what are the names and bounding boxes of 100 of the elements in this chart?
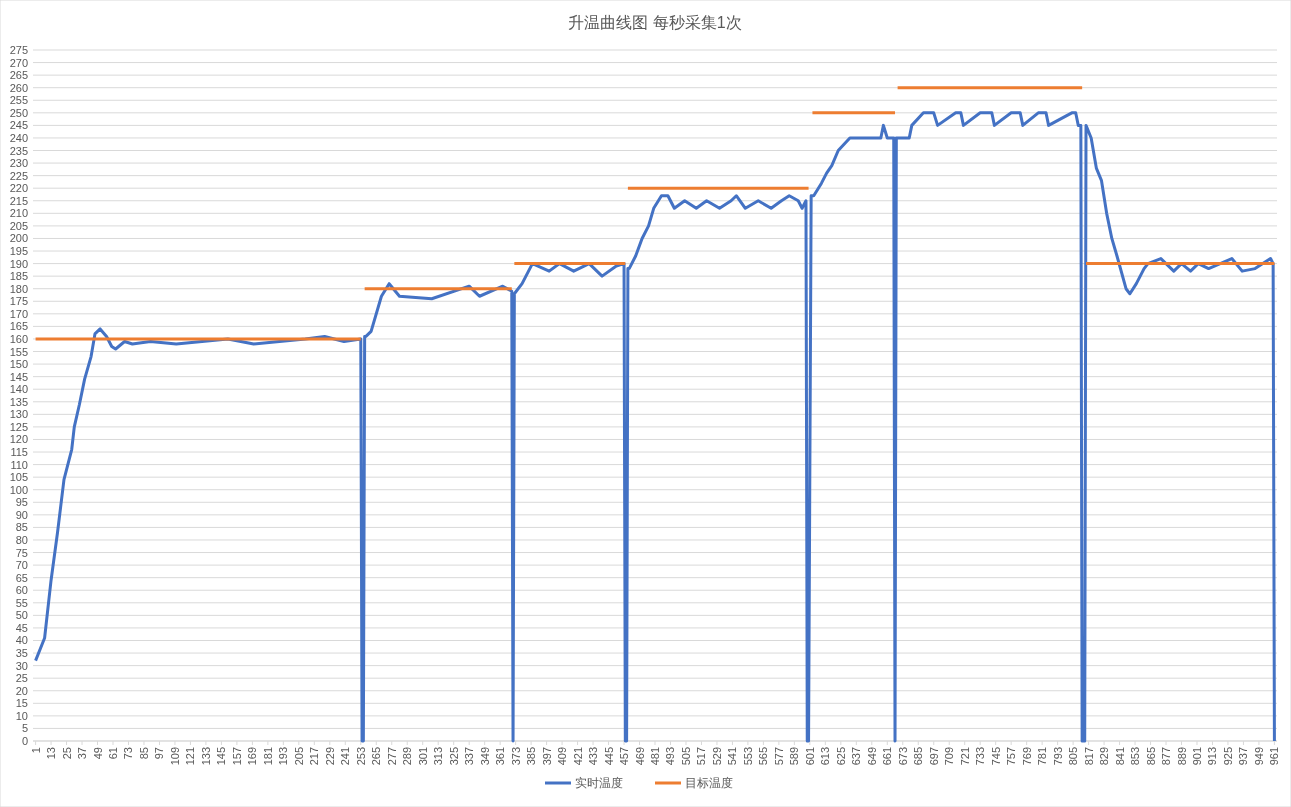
x-tick-label: 913: [1206, 747, 1219, 766]
x-tick-label: 385: [525, 747, 538, 766]
x-tick-label: 553: [741, 747, 754, 766]
x-tick-label: 853: [1129, 747, 1142, 766]
x-tick-label: 469: [633, 747, 646, 766]
x-tick-label: 133: [199, 747, 212, 766]
x-tick-label: 253: [354, 747, 367, 766]
y-tick-label: 80: [15, 533, 28, 546]
x-tick-label: 229: [323, 747, 336, 766]
y-tick-label: 90: [15, 508, 28, 521]
x-tick-label: 793: [1051, 747, 1064, 766]
x-tick-label: 673: [896, 747, 909, 766]
y-tick-label: 195: [9, 245, 28, 258]
y-tick-label: 140: [9, 383, 28, 396]
x-tick-label: 949: [1252, 747, 1265, 766]
y-tick-label: 35: [15, 647, 28, 660]
x-tick-label: 937: [1237, 747, 1250, 766]
x-tick-label: 1: [29, 747, 42, 754]
y-tick-label: 45: [15, 621, 28, 634]
y-tick-label: 225: [9, 169, 28, 182]
y-tick-label: 85: [15, 521, 28, 534]
y-tick-label: 260: [9, 81, 28, 94]
x-tick-label: 169: [246, 747, 259, 766]
x-tick-label: 625: [834, 747, 847, 766]
y-tick-label: 55: [15, 596, 28, 609]
x-tick-label: 13: [45, 747, 58, 760]
y-tick-label: 220: [9, 182, 28, 195]
x-tick-label: 637: [850, 747, 863, 766]
y-tick-label: 50: [15, 609, 28, 622]
x-tick-label: 265: [370, 747, 383, 766]
x-tick-label: 421: [571, 747, 584, 766]
x-tick-label: 877: [1160, 747, 1173, 766]
x-tick-label: 769: [1020, 747, 1033, 766]
y-tick-label: 30: [15, 659, 28, 672]
y-tick-label: 25: [15, 672, 28, 685]
x-tick-label: 61: [107, 747, 120, 760]
x-tick-label: 289: [401, 747, 414, 766]
y-tick-label: 165: [9, 320, 28, 333]
y-tick-label: 230: [9, 157, 28, 170]
x-tick-label: 889: [1175, 747, 1188, 766]
x-tick-label: 577: [772, 747, 785, 766]
x-tick-label: 529: [710, 747, 723, 766]
y-tick-label: 40: [15, 634, 28, 647]
x-tick-label: 685: [912, 747, 925, 766]
y-tick-label: 115: [10, 446, 28, 459]
x-tick-label: 829: [1098, 747, 1111, 766]
x-tick-label: 565: [757, 747, 770, 766]
y-tick-label: 210: [9, 207, 28, 220]
y-tick-label: 170: [9, 307, 28, 320]
x-tick-label: 49: [91, 747, 104, 760]
chart-title: 升温曲线图 每秒采集1次: [568, 14, 742, 31]
y-tick-label: 245: [9, 119, 28, 132]
x-tick-label: 457: [618, 747, 631, 766]
y-tick-label: 215: [9, 194, 28, 207]
x-tick-label: 601: [803, 747, 816, 766]
y-tick-label: 130: [9, 408, 28, 421]
y-tick-label: 190: [9, 257, 28, 270]
x-tick-label: 37: [76, 747, 89, 760]
x-tick-label: 817: [1082, 747, 1095, 766]
x-tick-label: 109: [168, 747, 181, 766]
y-tick-label: 120: [9, 433, 28, 446]
x-tick-label: 805: [1067, 747, 1080, 766]
x-tick-label: 85: [137, 747, 150, 760]
x-tick-label: 697: [927, 747, 940, 766]
y-tick-label: 265: [9, 69, 28, 82]
x-tick-label: 517: [695, 747, 708, 766]
x-tick-label: 349: [478, 747, 491, 766]
x-tick-label: 325: [447, 747, 460, 766]
x-tick-label: 721: [958, 747, 971, 766]
y-tick-label: 65: [15, 571, 28, 584]
x-tick-label: 217: [308, 747, 321, 766]
x-tick-label: 25: [60, 747, 73, 760]
legend-label: 实时温度: [575, 776, 623, 790]
x-tick-label: 589: [788, 747, 801, 766]
y-tick-label: 5: [21, 722, 28, 735]
y-tick-label: 100: [9, 483, 28, 496]
y-tick-label: 75: [15, 546, 28, 559]
x-tick-label: 361: [494, 747, 507, 766]
x-tick-label: 157: [230, 747, 243, 766]
x-tick-label: 961: [1268, 747, 1281, 766]
y-tick-label: 205: [9, 219, 28, 232]
x-tick-label: 745: [989, 747, 1002, 766]
y-tick-label: 15: [15, 697, 28, 710]
y-tick-label: 0: [21, 735, 28, 747]
y-tick-label: 155: [9, 345, 28, 358]
x-tick-label: 901: [1190, 747, 1203, 766]
x-tick-label: 409: [556, 747, 569, 766]
x-tick-label: 613: [819, 747, 832, 766]
x-tick-label: 73: [122, 747, 135, 760]
y-tick-label: 175: [9, 295, 28, 308]
y-tick-label: 160: [9, 332, 28, 345]
x-tick-label: 97: [153, 747, 166, 760]
x-tick-label: 481: [649, 747, 661, 766]
x-tick-label: 241: [339, 747, 352, 766]
x-tick-label: 301: [416, 747, 429, 766]
x-tick-label: 337: [463, 747, 476, 766]
x-tick-label: 865: [1144, 747, 1157, 766]
x-tick-label: 709: [943, 747, 956, 766]
y-tick-label: 150: [9, 358, 28, 371]
x-tick-label: 541: [726, 747, 739, 766]
